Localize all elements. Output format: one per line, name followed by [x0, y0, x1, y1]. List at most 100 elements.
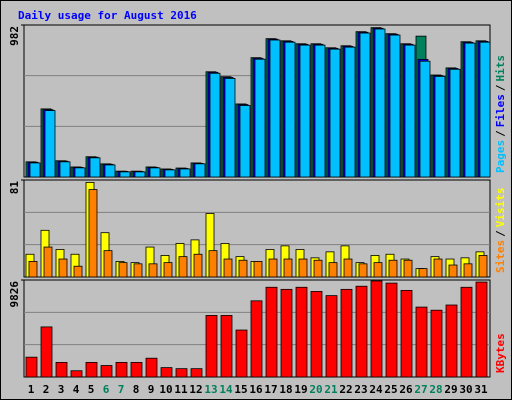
bar — [464, 42, 476, 178]
x-tick-label: 10 — [159, 383, 172, 396]
bar — [58, 258, 68, 278]
bar — [373, 262, 383, 278]
y-tick-label: 9826 — [8, 281, 21, 308]
bar — [328, 262, 338, 278]
x-tick-label: 24 — [369, 383, 383, 396]
bar — [404, 44, 416, 178]
legend-separator: / — [494, 230, 507, 237]
x-tick-label: 7 — [118, 383, 125, 396]
x-tick-label: 30 — [459, 383, 472, 396]
bar — [235, 329, 248, 378]
bar — [415, 306, 428, 378]
bar — [479, 41, 491, 178]
bar — [388, 259, 398, 278]
x-tick-label: 3 — [58, 383, 65, 396]
legend-entry: Pages — [494, 140, 507, 173]
bar — [463, 263, 473, 278]
x-tick-label: 23 — [354, 383, 367, 396]
bar — [434, 75, 446, 178]
bar — [419, 60, 431, 178]
bar — [283, 258, 293, 278]
legend: Sites / Visits — [494, 188, 507, 274]
bar — [359, 32, 371, 178]
legend-entry: Files — [494, 94, 507, 127]
x-tick-label: 14 — [219, 383, 233, 396]
x-tick-label: 22 — [339, 383, 352, 396]
bar — [358, 263, 368, 278]
bar — [478, 255, 488, 278]
bar — [430, 309, 443, 378]
bar — [59, 161, 71, 178]
legend-entry: Visits — [494, 188, 507, 228]
bar — [268, 258, 278, 278]
bar — [253, 261, 263, 278]
bar — [433, 258, 443, 278]
bar — [28, 261, 38, 278]
bar — [119, 171, 131, 178]
bar — [298, 258, 308, 278]
bar — [325, 295, 338, 378]
bar — [190, 368, 203, 378]
legend-entry: KBytes — [494, 333, 507, 373]
bar — [385, 282, 398, 378]
bar — [208, 250, 218, 278]
x-tick-label: 15 — [234, 383, 247, 396]
bar — [238, 259, 248, 278]
bar — [70, 370, 83, 378]
bar — [374, 28, 386, 178]
bar — [175, 368, 188, 378]
bar — [160, 367, 173, 378]
bar — [163, 262, 173, 278]
x-tick-label: 12 — [189, 383, 202, 396]
x-tick-label: 13 — [204, 383, 217, 396]
bar — [73, 265, 83, 278]
bar — [295, 286, 308, 378]
x-tick-label: 2 — [43, 383, 50, 396]
y-tick-label: 81 — [8, 181, 21, 195]
x-tick-label: 26 — [399, 383, 413, 396]
legend-entry: Sites — [494, 240, 507, 273]
bar — [55, 361, 68, 378]
bar — [209, 72, 221, 178]
bar — [44, 110, 56, 178]
x-tick-label: 9 — [148, 383, 155, 396]
bar — [134, 171, 146, 178]
x-tick-label: 27 — [414, 383, 427, 396]
bar — [104, 164, 116, 178]
x-tick-label: 4 — [73, 383, 80, 396]
legend-separator: / — [494, 130, 507, 137]
bar — [118, 262, 128, 278]
bar — [179, 168, 191, 178]
x-tick-label: 17 — [264, 383, 277, 396]
bar — [103, 250, 113, 278]
x-tick-label: 29 — [444, 383, 457, 396]
legend-entry: Hits — [494, 55, 507, 82]
bar — [460, 286, 473, 378]
bar — [314, 44, 326, 178]
bar — [310, 291, 323, 378]
bar — [239, 105, 251, 178]
bar — [224, 78, 236, 178]
legend-separator: / — [494, 84, 507, 91]
x-tick-label: 1 — [28, 383, 35, 396]
bar — [29, 162, 41, 178]
bar — [148, 263, 158, 278]
x-tick-label: 25 — [384, 383, 397, 396]
bar — [220, 315, 233, 378]
bar — [205, 315, 218, 378]
x-tick-label: 31 — [474, 383, 488, 396]
bar — [344, 46, 356, 178]
x-tick-label: 19 — [294, 383, 307, 396]
bar — [193, 253, 203, 278]
bar — [25, 356, 38, 378]
bar — [340, 288, 353, 378]
x-tick-label: 5 — [88, 383, 95, 396]
bar — [418, 268, 428, 278]
bar — [40, 326, 53, 378]
bar — [223, 258, 233, 278]
bar — [269, 39, 281, 178]
bar — [149, 167, 161, 178]
chart-title: Daily usage for August 2016 — [18, 9, 197, 22]
